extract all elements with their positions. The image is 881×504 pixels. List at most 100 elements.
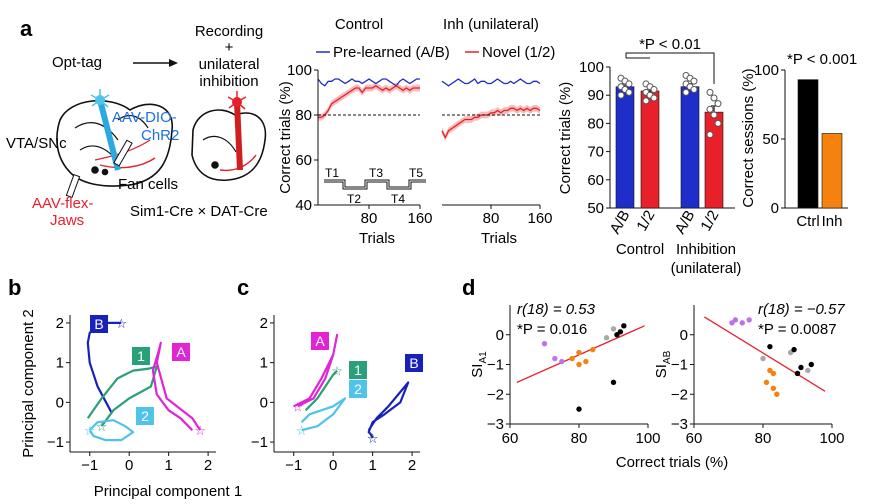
pca-trajectory-b: −1 0 1 2 −1 0 1 2 Principal component 2 Principal… [20,309,242,500]
data-point [794,370,801,377]
y-tick-label: 80 [587,115,604,132]
trajectory-tag [311,332,329,350]
trajectory-B [86,321,122,413]
x-tick-label: −1 [285,457,302,474]
panel-letter-d: d [462,275,475,300]
trajectory-tag [90,315,108,333]
x-tick-label: 60 [686,430,703,447]
data-point [650,94,658,102]
x-tick-label: Ctrl [796,213,819,230]
data-point [760,355,766,362]
group-label-inhibition: Inhibition [676,241,736,258]
data-point [770,370,777,377]
data-point [576,349,582,356]
trajectory-2 [88,419,135,442]
aav-dio-label-2: ChR2 [141,127,179,144]
learning-curves-chart: Control 80 160 Trials 40 60 80 100 Correct trial… [277,16,555,247]
injection-needle-icon [65,139,133,199]
data-point [706,88,714,96]
x-tick-label: 80 [483,210,500,227]
data-point [690,77,698,85]
x-tick-label: 160 [407,210,432,227]
y-tick-label: 0 [496,327,504,344]
data-point [732,317,739,323]
trial-block-label: T2 [347,192,361,206]
series-line-pre-learned [441,78,541,87]
trajectory-end-marker: ☆ [96,419,108,434]
data-point [798,364,804,371]
trajectory-tag-label: A [176,344,186,360]
chart-title: Control [335,16,383,33]
x-tick-label: 60 [502,430,519,447]
y-tick-label: −3 [671,416,688,433]
recording-inhibition: inhibition [199,73,258,90]
data-point [706,131,714,139]
data-point [791,346,797,353]
trajectory-end-marker: ☆ [292,399,304,414]
data-point [625,80,633,88]
y-tick-label: 50 [762,131,779,148]
regression-line [704,316,826,392]
x-tick-label: 80 [571,430,588,447]
data-point [541,340,548,347]
data-point [569,355,575,362]
data-point [610,379,617,386]
brain-slice-icon [56,99,173,187]
scatter-si-a1: 60 80 100 −3 −2 −1 0 SIA1 r(18) = 0.53 *P = 0.016 [469,301,661,447]
series-line-novel [318,85,420,118]
y-axis-label: Principal component 2 [20,309,37,457]
y-axis-label: Correct sessions (%) [740,68,757,207]
y-tick-label: 1 [56,355,64,372]
trajectory-2 [300,397,347,432]
x-tick-label: 160 [527,210,552,227]
data-point [610,326,617,332]
aav-flex-label-1: AAV-flex- [32,195,93,212]
stat-p: *P = 0.016 [517,321,587,338]
trajectory-end-marker: ☆ [194,423,206,438]
vta-label: VTA/SNc [6,135,67,152]
x-axis-label: Trials [359,230,395,247]
significance-label: *P < 0.001 [787,51,857,68]
opt-tag-label: Opt-tag [52,54,102,71]
x-tick-label: 100 [635,430,660,447]
y-tick-label: −1 [251,434,268,451]
y-axis-label: SIA1 [469,351,489,378]
trajectory-tag [136,407,154,425]
bar [640,90,660,209]
data-point [590,346,596,353]
trajectory-1 [304,369,338,412]
y-axis-label: SIAB [653,350,673,378]
trajectory-tag [349,361,367,379]
trial-block-schematic-inner [324,180,426,189]
trial-block-label: T5 [409,166,423,180]
trajectory-B [367,381,410,439]
bar [797,79,819,209]
trajectory-tag-label: B [94,316,103,332]
y-tick-label: 60 [295,152,312,169]
data-point [808,361,814,368]
data-point [710,94,718,102]
y-tick-label: 100 [579,59,604,76]
data-point [650,86,658,94]
y-tick-label: 2 [260,315,268,332]
significance-label: *P < 0.01 [639,36,701,53]
pca-trajectory-c: −1 0 1 2 −1 0 1 2 ☆ A ☆ 1 ☆ B ☆ 2 [251,315,423,474]
data-point [774,391,780,397]
bar [680,86,700,209]
y-tick-label: 100 [754,62,779,79]
trajectory-end-marker: ☆ [84,423,96,438]
optical-fiber-icon [90,89,121,171]
group-label-unilateral: (unilateral) [671,260,742,277]
x-tick-label: 80 [361,210,378,227]
trial-block-label: T4 [391,192,405,206]
trajectory-tag [349,380,367,398]
data-point [617,91,625,99]
trajectory-end-marker: ☆ [296,423,308,438]
y-axis-label: Correct trials (%) [557,82,574,195]
stat-p: *P = 0.0087 [758,321,837,338]
recording-label: Recording [195,23,263,40]
data-point [710,111,718,119]
y-tick-label: 90 [587,87,604,104]
